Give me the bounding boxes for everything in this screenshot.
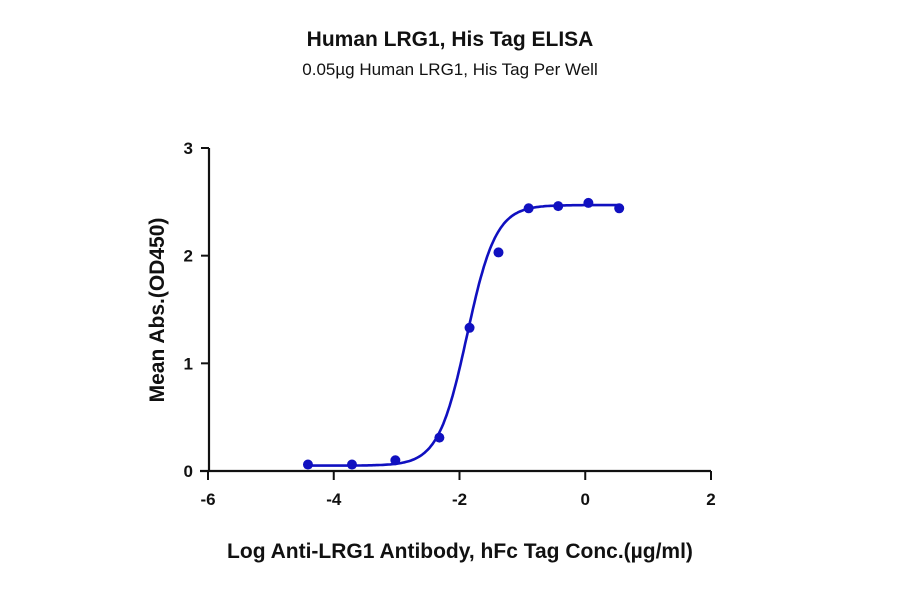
fit-curve-line: [308, 203, 620, 467]
data-point: [346, 459, 357, 470]
y-axis-label: Mean Abs.(OD450): [146, 218, 169, 403]
data-point: [390, 455, 401, 466]
fit-curve: [308, 203, 620, 467]
data-point: [583, 197, 594, 208]
data-point: [464, 322, 475, 333]
x-tick-label: -2: [452, 490, 467, 509]
chart-title: Human LRG1, His Tag ELISA: [306, 28, 594, 51]
y-tick-label: 0: [184, 462, 193, 481]
data-point: [493, 247, 504, 258]
data-point: [523, 203, 534, 214]
data-point: [434, 432, 445, 443]
chart-subtitle: 0.05µg Human LRG1, His Tag Per Well: [302, 60, 598, 79]
y-tick-label: 3: [184, 139, 193, 158]
data-point: [553, 201, 564, 212]
y-tick-label: 1: [184, 354, 193, 373]
x-tick-label: 2: [706, 490, 715, 509]
axes: 0 1 2 3 -6 -4 -2 0 2: [184, 139, 716, 509]
data-points: [302, 197, 625, 470]
x-tick-label: -6: [200, 490, 215, 509]
y-tick-label: 2: [184, 247, 193, 266]
x-tick-label: 0: [581, 490, 590, 509]
x-axis-label: Log Anti-LRG1 Antibody, hFc Tag Conc.(µg…: [227, 540, 693, 563]
data-point: [302, 459, 313, 470]
x-tick-label: -4: [326, 490, 342, 509]
data-point: [614, 203, 625, 214]
